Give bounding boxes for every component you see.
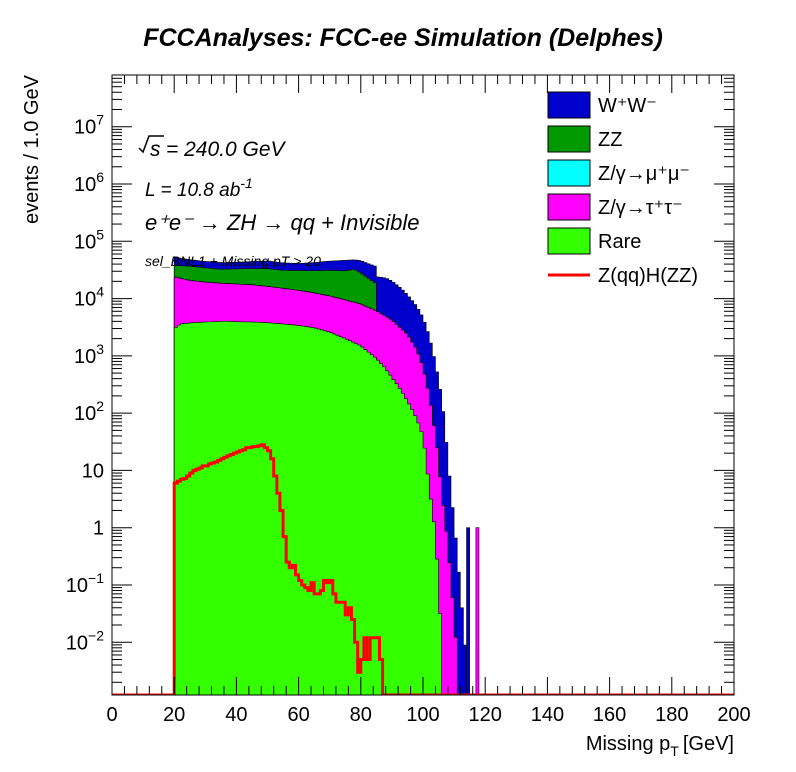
y-tick-base: 10 xyxy=(74,403,96,425)
y-tick-exp: −1 xyxy=(88,570,104,586)
legend-label-w-w: W⁺W⁻ xyxy=(598,95,657,117)
y-tick-label: 102 xyxy=(74,398,104,425)
legend-swatch-rare xyxy=(547,227,591,255)
x-axis-label: Missing pT [GeV] xyxy=(586,733,734,759)
y-tick-base: 10 xyxy=(74,117,96,139)
y-tick-label: 107 xyxy=(74,112,104,139)
legend-swatch-zz xyxy=(547,125,591,153)
legend-label-z: Z/γ→μ⁺μ⁻ xyxy=(598,163,690,185)
x-tick-label: 40 xyxy=(225,704,247,726)
y-tick-base: 10 xyxy=(74,231,96,253)
legend-label-z-qq-h-zz: Z(qq)H(ZZ) xyxy=(598,265,698,287)
signal-histogram xyxy=(112,443,734,695)
y-tick-label: 1 xyxy=(93,518,104,540)
legend: W⁺W⁻ ZZ Z/γ→μ⁺μ⁻ Z/γ→τ⁺τ⁻ Rare Z(qq)H(ZZ) xyxy=(547,91,698,287)
y-tick-base: 10 xyxy=(66,632,88,654)
sqrt-icon xyxy=(138,135,164,154)
y-tick-exp: 5 xyxy=(96,226,104,242)
y-tick-base: 10 xyxy=(74,174,96,196)
y-axis-label: events / 1.0 GeV xyxy=(21,74,43,224)
legend-label-rare: Rare xyxy=(598,231,641,253)
annotation-selection: sel_BNL1 + Missing pT > 20 xyxy=(145,253,321,269)
annotation-process: e⁺e⁻ → ZH → qq + Invisible xyxy=(145,210,420,235)
x-tick-label: 100 xyxy=(406,704,439,726)
x-tick-label: 180 xyxy=(655,704,688,726)
stack-single-bin-0 xyxy=(466,527,470,695)
y-tick-label: 10 xyxy=(82,460,104,482)
signal-line xyxy=(112,443,734,695)
chart-title: FCCAnalyses: FCC-ee Simulation (Delphes) xyxy=(143,24,663,52)
legend-swatch-z xyxy=(547,193,591,221)
annotation-lumi-exp: -1 xyxy=(240,175,252,191)
x-axis-label-sub: T xyxy=(670,743,679,759)
x-tick-label: 80 xyxy=(350,704,372,726)
legend-label-zz: ZZ xyxy=(598,129,622,151)
x-axis-label-main: Missing p xyxy=(586,733,670,755)
stacked-histogram xyxy=(173,257,486,695)
legend-swatch-z xyxy=(547,159,591,187)
x-axis-label-unit: [GeV] xyxy=(683,733,734,755)
y-tick-exp: 7 xyxy=(96,112,104,128)
y-tick-exp: −2 xyxy=(88,627,104,643)
y-tick-exp: 4 xyxy=(96,284,104,300)
x-tick-label: 200 xyxy=(717,704,750,726)
y-tick-exp: 3 xyxy=(96,341,104,357)
y-tick-exp: 6 xyxy=(96,169,104,185)
y-tick-label: 104 xyxy=(74,284,104,311)
sqrt-s-value: = 240.0 GeV xyxy=(166,138,286,161)
y-tick-base: 10 xyxy=(66,575,88,597)
x-tick-label: 20 xyxy=(163,704,185,726)
x-tick-label: 120 xyxy=(469,704,502,726)
legend-label-z: Z/γ→τ⁺τ⁻ xyxy=(598,197,683,219)
y-tick-label: 10−2 xyxy=(66,627,104,654)
annotation-sqrt-s: s = 240.0 GeV xyxy=(138,135,286,161)
x-tick-label: 60 xyxy=(287,704,309,726)
sqrt-s-symbol: s xyxy=(150,138,161,161)
annotation-lumi: L = 10.8 ab-1 xyxy=(145,175,253,201)
x-tick-label: 140 xyxy=(531,704,564,726)
annotation-lumi-value: L = 10.8 ab xyxy=(145,180,240,201)
y-tick-label: 103 xyxy=(74,341,104,368)
y-tick-label: 10−1 xyxy=(66,570,104,597)
stack-single-bin-1 xyxy=(475,527,480,695)
y-tick-label: 105 xyxy=(74,226,104,253)
stack-series-rare xyxy=(173,321,486,695)
y-tick-exp: 2 xyxy=(96,398,104,414)
legend-swatch-w-w xyxy=(547,91,591,119)
x-tick-label: 0 xyxy=(106,704,117,726)
y-tick-label: 106 xyxy=(74,169,104,196)
x-tick-label: 160 xyxy=(593,704,626,726)
y-tick-base: 10 xyxy=(74,346,96,368)
y-tick-base: 10 xyxy=(74,289,96,311)
x-axis: 0 20 40 60 80 100 120 140 160 180 200 xyxy=(106,75,751,726)
